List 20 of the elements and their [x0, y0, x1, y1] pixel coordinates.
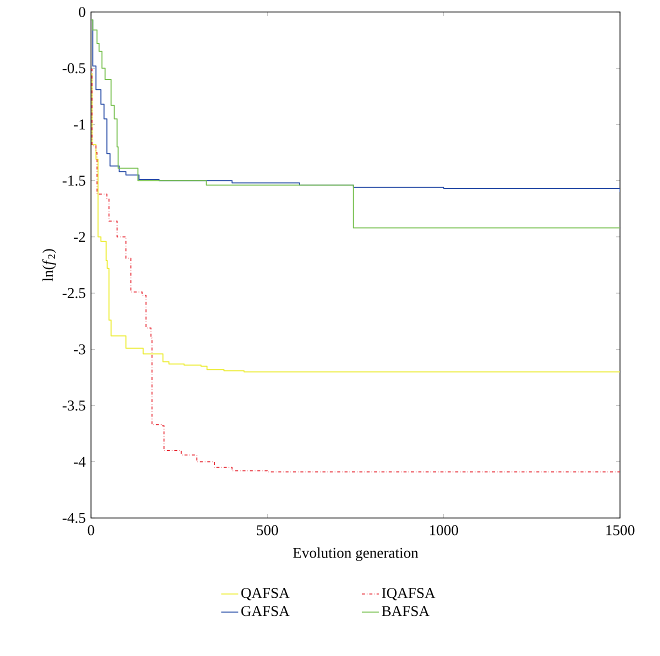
x-tick-label: 0 — [88, 525, 94, 536]
x-axis-title: Evolution generation — [293, 547, 418, 561]
legend-label: IQAFSA — [382, 588, 436, 600]
y-axis-title: ln(f$_{2}$) — [42, 249, 56, 282]
y-tick-label: -4 — [74, 456, 86, 467]
x-tick-label: 1500 — [606, 525, 634, 536]
y-tick-label: -4.5 — [62, 512, 86, 524]
y-tick-label: -1 — [74, 120, 85, 130]
x-tick-label: 1000 — [430, 525, 458, 536]
y-tick-label: -1.5 — [62, 176, 86, 186]
legend-label: QAFSA — [241, 588, 290, 600]
y-tick-label: -3 — [74, 344, 86, 354]
legend-label: GAFSA — [241, 606, 290, 616]
legend-label: BAFSA — [382, 606, 430, 616]
y-tick-label: -2 — [74, 232, 85, 242]
y-tick-label: -3.5 — [62, 400, 86, 411]
y-tick-label: 0 — [78, 6, 86, 18]
y-tick-label: -0.5 — [62, 63, 86, 74]
y-tick-label: -2.5 — [62, 288, 86, 298]
x-tick-label: 500 — [257, 525, 278, 536]
